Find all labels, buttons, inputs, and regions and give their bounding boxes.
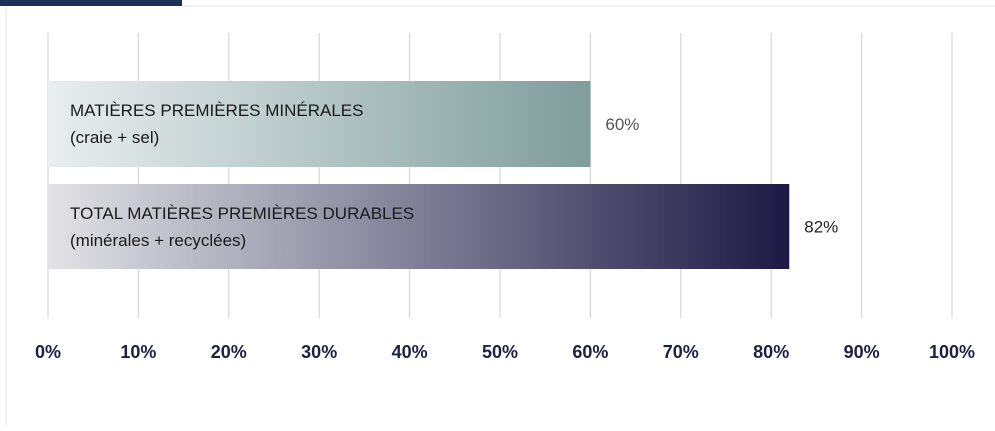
x-tick-label: 100% <box>929 342 975 362</box>
x-tick-label: 0% <box>35 342 61 362</box>
x-tick-label: 30% <box>301 342 337 362</box>
bar-2-value-label: 82% <box>804 218 838 237</box>
x-tick-label: 90% <box>844 342 880 362</box>
x-tick-label: 20% <box>211 342 247 362</box>
x-tick-label: 40% <box>392 342 428 362</box>
x-tick-label: 10% <box>120 342 156 362</box>
x-axis-tick-labels: 0% 10% 20% 30% 40% 50% 60% 70% 80% 90% 100% <box>35 342 975 362</box>
bar-1-category-label: (craie + sel) <box>70 128 159 147</box>
x-tick-label: 70% <box>663 342 699 362</box>
bars-group: MATIÈRES PREMIÈRES MINÉRALES (craie + sel… <box>48 81 838 269</box>
header-accent-bar <box>0 0 182 6</box>
bar-1-value-label: 60% <box>605 115 639 134</box>
gridlines <box>47 33 953 318</box>
x-tick-label: 60% <box>572 342 608 362</box>
bar-2 <box>48 184 790 269</box>
bar-2-category-label: (minérales + recyclées) <box>70 231 246 250</box>
x-tick-label: 80% <box>753 342 789 362</box>
x-tick-label: 50% <box>482 342 518 362</box>
bar-1-category-label: MATIÈRES PREMIÈRES MINÉRALES <box>70 101 363 120</box>
bar-2-category-label: TOTAL MATIÈRES PREMIÈRES DURABLES <box>70 204 414 223</box>
bar-1 <box>48 81 591 167</box>
